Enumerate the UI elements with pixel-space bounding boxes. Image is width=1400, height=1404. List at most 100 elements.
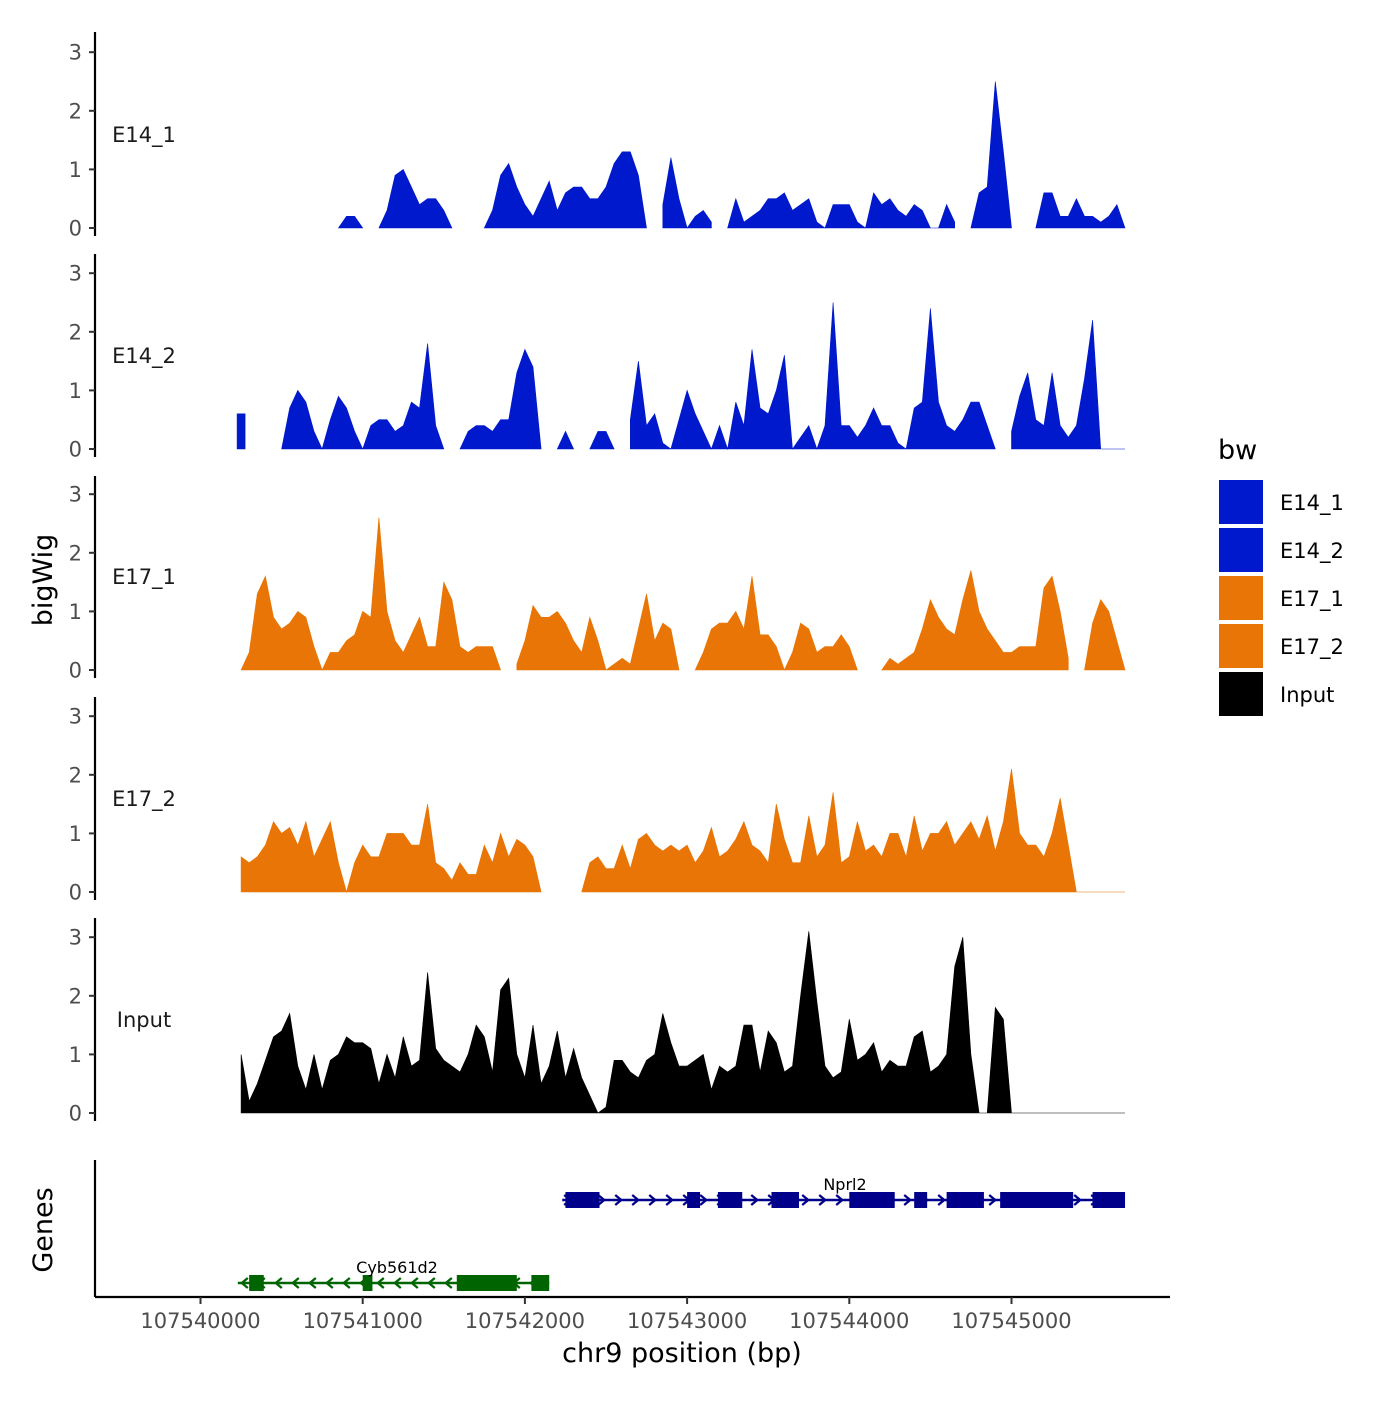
exon [687,1192,701,1208]
legend-swatch [1219,528,1263,572]
signal-area-e14-2 [281,343,445,450]
x-tick-label: 107541000 [303,1309,423,1333]
x-tick-label: 107544000 [789,1309,909,1333]
signal-area-e17-1 [1084,599,1126,671]
strand-arrow [342,1277,351,1289]
y-tick-label: 0 [69,659,82,683]
exon [249,1275,264,1291]
signal-area-e17-1 [516,593,680,671]
strand-arrow [376,1277,385,1289]
signal-area-e17-2 [240,804,542,894]
legend-label: E14_2 [1280,539,1344,564]
strand-arrow [699,1194,709,1206]
strand-arrow [444,1277,453,1289]
strand-arrow [631,1194,641,1206]
signal-area-e14-2 [589,431,615,450]
x-axis-title: chr9 position (bp) [562,1338,802,1369]
signal-area-e17-1 [240,517,502,671]
strand-arrow [597,1194,607,1206]
y-tick-label: 1 [69,600,82,624]
track-e14-2: 0 1 2 3 E14_2 [69,254,1125,462]
gene-label: Cyb561d2 [356,1258,438,1277]
y-tick-label: 2 [69,99,82,123]
legend-swatch [1219,480,1263,524]
legend-item: E14_1 [1219,480,1344,524]
strand-arrow [648,1194,658,1206]
signal-area-e14-1 [1035,192,1126,229]
signal-area-e17-2 [581,768,1125,893]
legend-label: Input [1280,683,1334,707]
y-tick-label: 1 [69,1043,82,1067]
exon [565,1192,600,1208]
y-tick-label: 0 [69,217,82,241]
x-tick-label: 107545000 [951,1309,1071,1333]
strand-arrow [937,1194,947,1206]
strand-arrow [308,1277,317,1289]
y-tick-label: 2 [69,763,82,787]
genes-axis-title: Genes [28,1187,59,1272]
strand-arrow [665,1194,675,1206]
legend-label: E14_1 [1280,491,1344,516]
x-tick-label: 107542000 [465,1309,585,1333]
legend-title: bw [1218,435,1257,466]
y-tick-label: 0 [69,881,82,905]
y-tick-label: 1 [69,822,82,846]
legend-swatch [1219,576,1263,620]
signal-area-e14-2 [556,430,575,450]
strand-arrow [903,1194,913,1206]
signal-area-e17-1 [694,576,858,671]
y-axis-title: bigWig [28,534,59,627]
signal-area-e17-1 [881,570,1069,671]
signal-area-e14-1 [727,192,955,229]
strand-arrow [801,1194,811,1206]
gene-cyb561d2: Cyb561d2 [237,1258,550,1291]
y-tick-label: 1 [69,158,82,182]
signal-area-e14-1 [483,151,647,229]
strand-arrow [325,1277,334,1289]
legend-item: E17_2 [1219,624,1344,668]
exon [362,1275,373,1291]
y-tick-label: 2 [69,320,82,344]
y-tick-label: 3 [69,262,82,286]
strand-arrow [427,1277,436,1289]
legend-label: E17_2 [1280,635,1344,660]
x-tick-label: 107543000 [627,1309,747,1333]
signal-area-e14-1 [970,81,1012,229]
genes-layer: Nprl2 Cyb561d2 [93,1160,1126,1297]
track-e17-1: 0 1 2 3 E17_1 [69,476,1126,683]
strand-arrow [750,1194,760,1206]
signal-area-e14-1 [378,168,453,229]
x-tick-label: 107540000 [140,1309,260,1333]
legend: bw E14_1 E14_2 E17_1 E17_2 Input [1218,435,1344,716]
track-label: E14_1 [112,123,176,148]
y-tick-label: 2 [69,541,82,565]
y-tick-label: 3 [69,41,82,65]
y-tick-label: 3 [69,705,82,729]
strand-arrow [1073,1194,1083,1206]
x-axis: 107540000 107541000 107542000 107543000 1075… [95,1295,1170,1333]
y-tick-label: 1 [69,379,82,403]
exon [1000,1192,1074,1208]
strand-arrow [818,1194,828,1206]
track-e17-2: 0 1 2 3 E17_2 [69,697,1125,905]
y-tick-label: 0 [69,438,82,462]
tracks-layer: 0 1 2 3 E14_1 0 1 2 3 E14_2 0 1 2 3 E17_1 0 1 2 3 E17_2 0 1 2 3… [69,32,1126,1126]
legend-swatch [1219,672,1263,716]
y-tick-label: 0 [69,1102,82,1126]
exon [914,1192,928,1208]
strand-arrow [835,1194,845,1206]
legend-label: E17_1 [1280,587,1344,612]
track-label: E14_2 [112,344,176,369]
strand-arrow [410,1277,419,1289]
exon [771,1192,800,1208]
strand-arrow [274,1277,283,1289]
track-input: 0 1 2 3 Input [69,918,1125,1126]
signal-area-e14-2 [459,348,542,450]
exon [456,1275,517,1291]
strand-arrow [393,1277,402,1289]
legend-item: E17_1 [1219,576,1344,620]
signal-area-input [240,931,1125,1114]
exon [531,1275,550,1291]
